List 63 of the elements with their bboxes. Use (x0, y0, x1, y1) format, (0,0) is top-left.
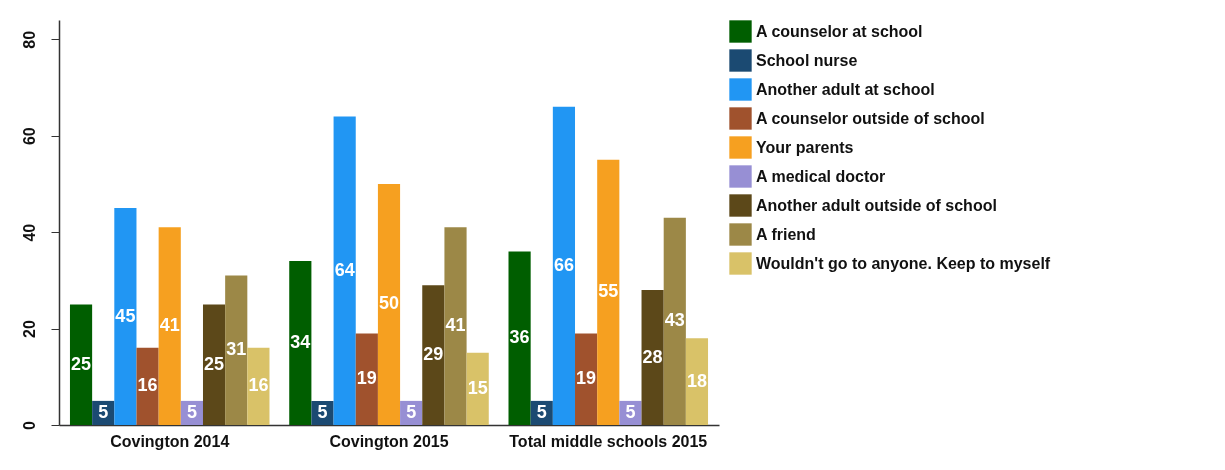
bar (69, 304, 93, 425)
bar (508, 251, 531, 425)
bar (597, 159, 620, 425)
data-label: 5 (536, 401, 547, 422)
data-label: 41 (445, 315, 466, 336)
x-tick-label: Total middle schools 2015 (509, 432, 708, 450)
bar (289, 261, 312, 425)
data-label: 19 (356, 368, 377, 389)
legend-label: Another adult outside of school (756, 196, 997, 214)
data-label: 50 (378, 293, 400, 314)
bar (663, 217, 686, 425)
data-label: 31 (226, 339, 247, 360)
data-label: 25 (71, 353, 92, 374)
bar (225, 275, 248, 425)
bar (114, 208, 137, 425)
legend-label: School nurse (756, 51, 858, 69)
data-label: 41 (159, 315, 180, 336)
data-label: 43 (664, 310, 685, 331)
bar (575, 333, 598, 425)
bar (685, 338, 709, 425)
bar (136, 347, 159, 425)
data-label: 36 (509, 327, 530, 348)
data-label: 29 (423, 344, 444, 365)
data-label: 55 (598, 281, 619, 302)
data-label: 45 (115, 305, 136, 326)
data-label: 16 (137, 375, 158, 396)
legend-label: Your parents (756, 138, 854, 156)
y-tick-label: 0 (20, 420, 38, 430)
y-tick-label: 20 (20, 320, 38, 338)
bar (377, 183, 401, 425)
y-tick-label: 80 (20, 30, 38, 49)
data-label: 25 (204, 353, 225, 374)
legend-label: Wouldn't go to anyone. Keep to myself (756, 254, 1051, 272)
bar (355, 333, 378, 425)
data-label: 5 (186, 401, 197, 422)
bar (202, 304, 226, 425)
data-label: 16 (248, 375, 269, 396)
legend-label: A medical doctor (756, 167, 886, 185)
bar (552, 106, 576, 425)
data-label: 5 (98, 401, 109, 422)
data-label: 64 (334, 259, 355, 280)
data-label: 19 (576, 368, 597, 389)
legend-label: A counselor outside of school (756, 109, 985, 127)
bar (333, 116, 356, 425)
data-label: 66 (553, 254, 574, 275)
legend-label: A counselor at school (756, 22, 923, 40)
y-tick-label: 40 (20, 223, 38, 242)
bar (641, 290, 664, 425)
bar (444, 227, 467, 425)
data-label: 28 (642, 346, 663, 367)
x-tick-label: Covington 2014 (110, 432, 230, 450)
data-label: 15 (467, 377, 488, 398)
data-label: 34 (290, 332, 311, 353)
bar (158, 227, 181, 425)
data-label: 18 (686, 370, 707, 391)
data-label: 5 (406, 401, 417, 422)
data-label: 5 (625, 401, 636, 422)
y-tick-label: 60 (20, 127, 38, 146)
data-label: 5 (317, 401, 328, 422)
x-tick-label: Covington 2015 (329, 432, 449, 450)
legend-label: A friend (756, 225, 816, 243)
legend-label: Another adult at school (756, 80, 935, 98)
bar (422, 285, 445, 425)
